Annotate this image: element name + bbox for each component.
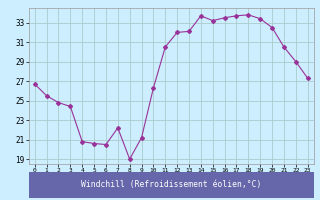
Text: Windchill (Refroidissement éolien,°C): Windchill (Refroidissement éolien,°C) (81, 180, 261, 190)
